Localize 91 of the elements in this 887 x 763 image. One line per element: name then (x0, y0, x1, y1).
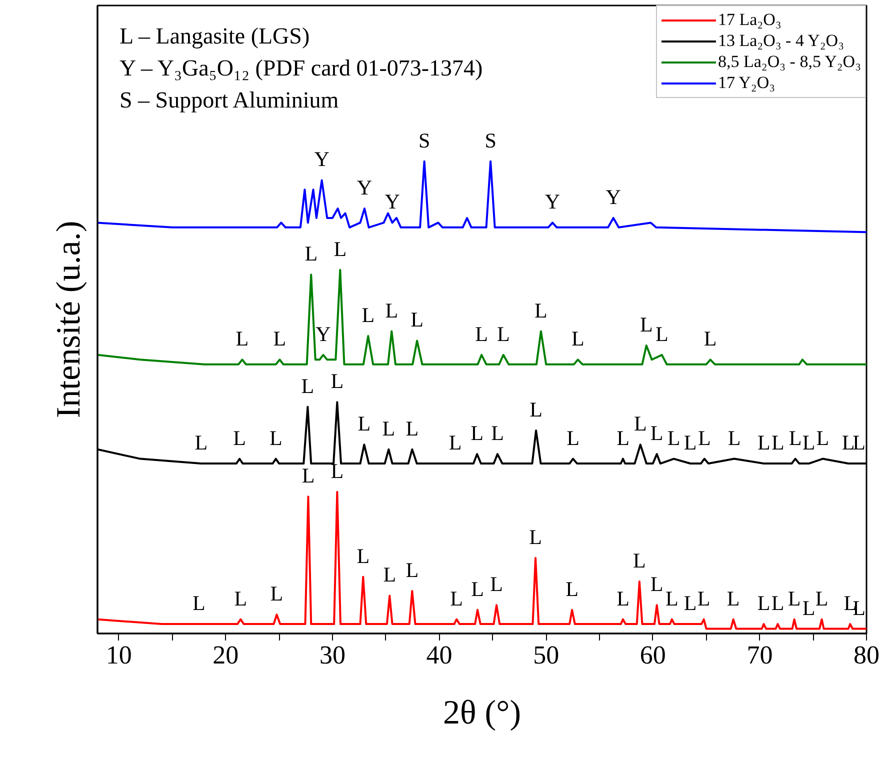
annotation: L (802, 430, 816, 455)
annotation: L (650, 421, 664, 446)
annotation: L (385, 298, 398, 322)
annotation: L (788, 426, 802, 450)
annotation: L (233, 426, 246, 450)
annotation: Y (356, 176, 372, 200)
annotation: L (471, 576, 484, 601)
annotation: L (496, 322, 510, 346)
x-tick-label: 60 (640, 640, 666, 670)
annotation: L (684, 591, 697, 616)
annotation: L (194, 430, 208, 455)
annotation: L (802, 596, 816, 620)
annotation: Y (384, 190, 400, 214)
annotation: L (356, 544, 370, 568)
annotation: L (842, 430, 855, 455)
annotation: L (572, 326, 584, 351)
annotation: L (728, 426, 741, 450)
annotation: L (616, 426, 630, 450)
annotation: L (566, 576, 578, 601)
annotation: L (301, 374, 314, 398)
annotation: L (330, 458, 344, 483)
text: S – Support Aluminium (120, 88, 339, 112)
x-tick-label: 50 (533, 640, 560, 670)
annotation: L (815, 586, 828, 610)
annotation: L (633, 548, 646, 573)
annotation: L (534, 298, 548, 322)
legend-label: 17 Y₂O₃ (718, 73, 776, 93)
y-axis-title: Intensité (u.a.) (50, 220, 88, 418)
annotation: L (704, 326, 717, 351)
annotation: Y (606, 184, 621, 209)
annotation: L (491, 421, 504, 446)
x-axis-title: 2θ (°) (442, 694, 522, 732)
annotation: L (530, 397, 542, 422)
annotation: L (273, 326, 286, 351)
annotation: L (406, 416, 419, 440)
annotation: L (758, 430, 770, 455)
x-tick-label: 30 (319, 640, 346, 670)
annotation: Y (314, 147, 330, 172)
text: L – Langasite (LGS) (120, 24, 310, 48)
annotation: L (698, 426, 711, 450)
annotation: L (410, 308, 424, 332)
x-tick-label: 80 (854, 640, 880, 670)
annotation: Y (544, 190, 560, 214)
annotation: L (726, 586, 740, 610)
annotation: L (667, 426, 680, 450)
annotation: L (334, 236, 347, 261)
annotation: L (616, 586, 630, 610)
annotation: L (566, 426, 580, 450)
annotation: L (450, 586, 463, 610)
text: Y – Y₃Ga₅O₁₂ (PDF card 01-073-1374) (120, 56, 483, 80)
legend-label: 8,5 La₂O₃ - 8,5 Y₂O₃ (718, 52, 861, 72)
annotation: L (236, 326, 249, 351)
annotation: L (771, 591, 784, 616)
annotation: L (655, 322, 668, 346)
annotation: L (362, 303, 375, 328)
annotation: L (529, 524, 542, 549)
annotation: L (192, 591, 206, 616)
annotation: L (640, 312, 653, 336)
annotation: Y (316, 322, 331, 346)
annotation: L (270, 582, 284, 606)
legend-label: 13 La₂O₃ - 4 Y₂O₃ (718, 31, 844, 51)
annotation: L (771, 430, 784, 455)
annotation: S (418, 128, 430, 152)
annotation: L (650, 572, 664, 596)
annotation: L (788, 586, 801, 610)
annotation: L (304, 242, 318, 266)
annotation: L (757, 591, 770, 616)
x-tick-label: 10 (106, 640, 132, 670)
annotation: L (234, 586, 248, 610)
annotation: S (484, 128, 496, 152)
legend-label: 17 La₂O₃ (718, 10, 782, 30)
annotation: L (330, 369, 344, 394)
annotation: L (697, 586, 710, 610)
annotation: L (269, 426, 282, 450)
annotation: L (383, 562, 396, 587)
annotation: L (816, 426, 830, 450)
annotation: L (382, 416, 396, 440)
annotation: L (490, 572, 503, 596)
annotation: L (406, 558, 419, 582)
annotation: L (852, 430, 866, 455)
annotation: L (665, 586, 678, 610)
annotation: L (470, 421, 484, 446)
annotation: L (684, 430, 697, 455)
annotation: L (358, 412, 371, 436)
annotation: L (448, 430, 462, 455)
annotation: L (634, 412, 647, 436)
annotation: L (475, 322, 488, 346)
x-tick-label: 70 (746, 640, 773, 670)
annotation: L (302, 464, 315, 488)
x-tick-label: 40 (426, 640, 452, 670)
x-tick-label: 20 (212, 640, 239, 670)
